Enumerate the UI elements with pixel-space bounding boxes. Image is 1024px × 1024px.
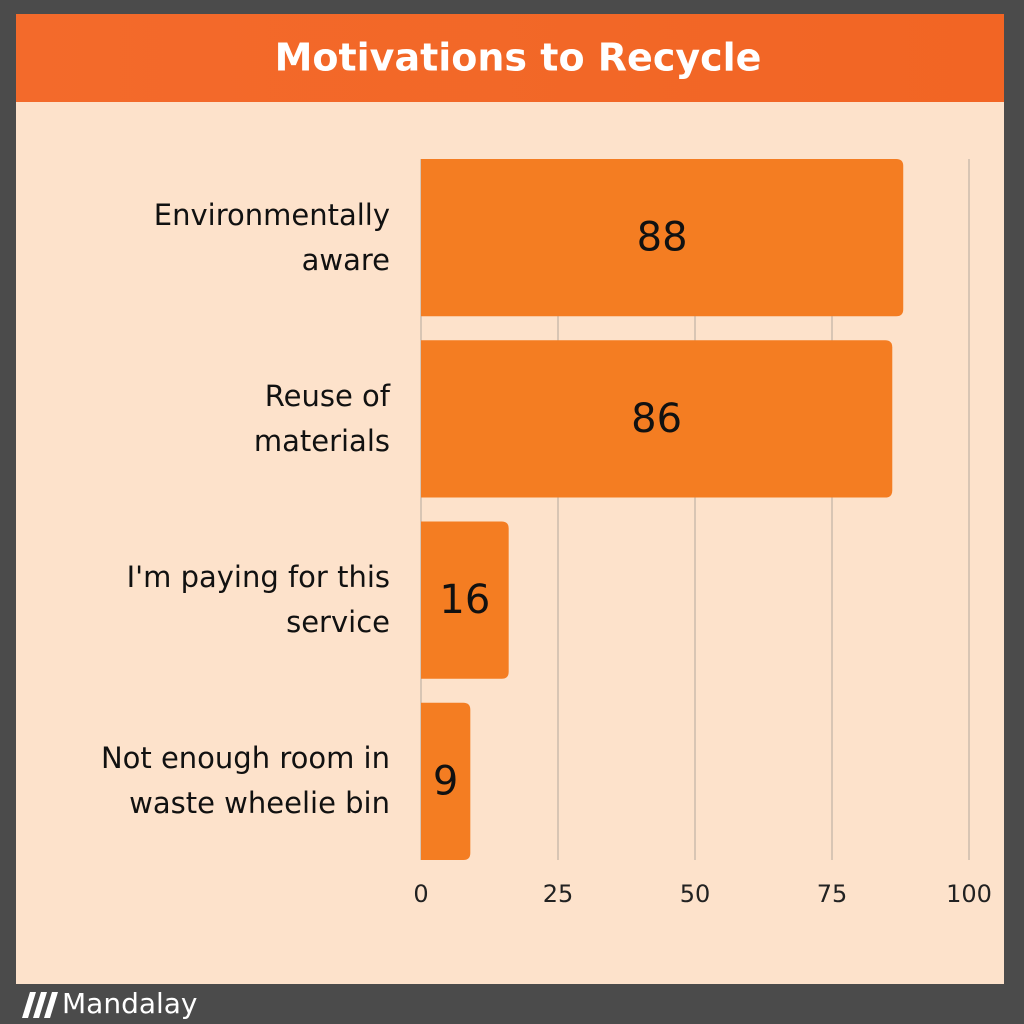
x-tick-label: 50 [680,880,711,908]
value-label: 16 [439,577,490,623]
y-tick-label: Environmentally aware [153,197,390,277]
footer-brand: Mandalay [62,987,198,1020]
x-tick-label: 25 [543,880,574,908]
y-tick-label: Reuse of materials [253,378,390,458]
header [16,14,1004,102]
value-label: 88 [637,215,688,261]
x-tick-label: 0 [413,880,428,908]
x-tick-label: 75 [817,880,848,908]
chart-title: Motivations to Recycle [275,36,762,80]
bar [421,702,471,860]
value-label: 86 [631,396,682,442]
bar [421,521,509,679]
x-tick-label: 100 [946,880,992,908]
logo [22,992,58,1018]
y-tick-label: I'm paying for this service [126,560,390,640]
bar [421,159,904,317]
value-label: 9 [433,758,458,804]
y-tick-label: Not enough room in waste wheelie bin [100,741,390,821]
bar [421,340,893,498]
